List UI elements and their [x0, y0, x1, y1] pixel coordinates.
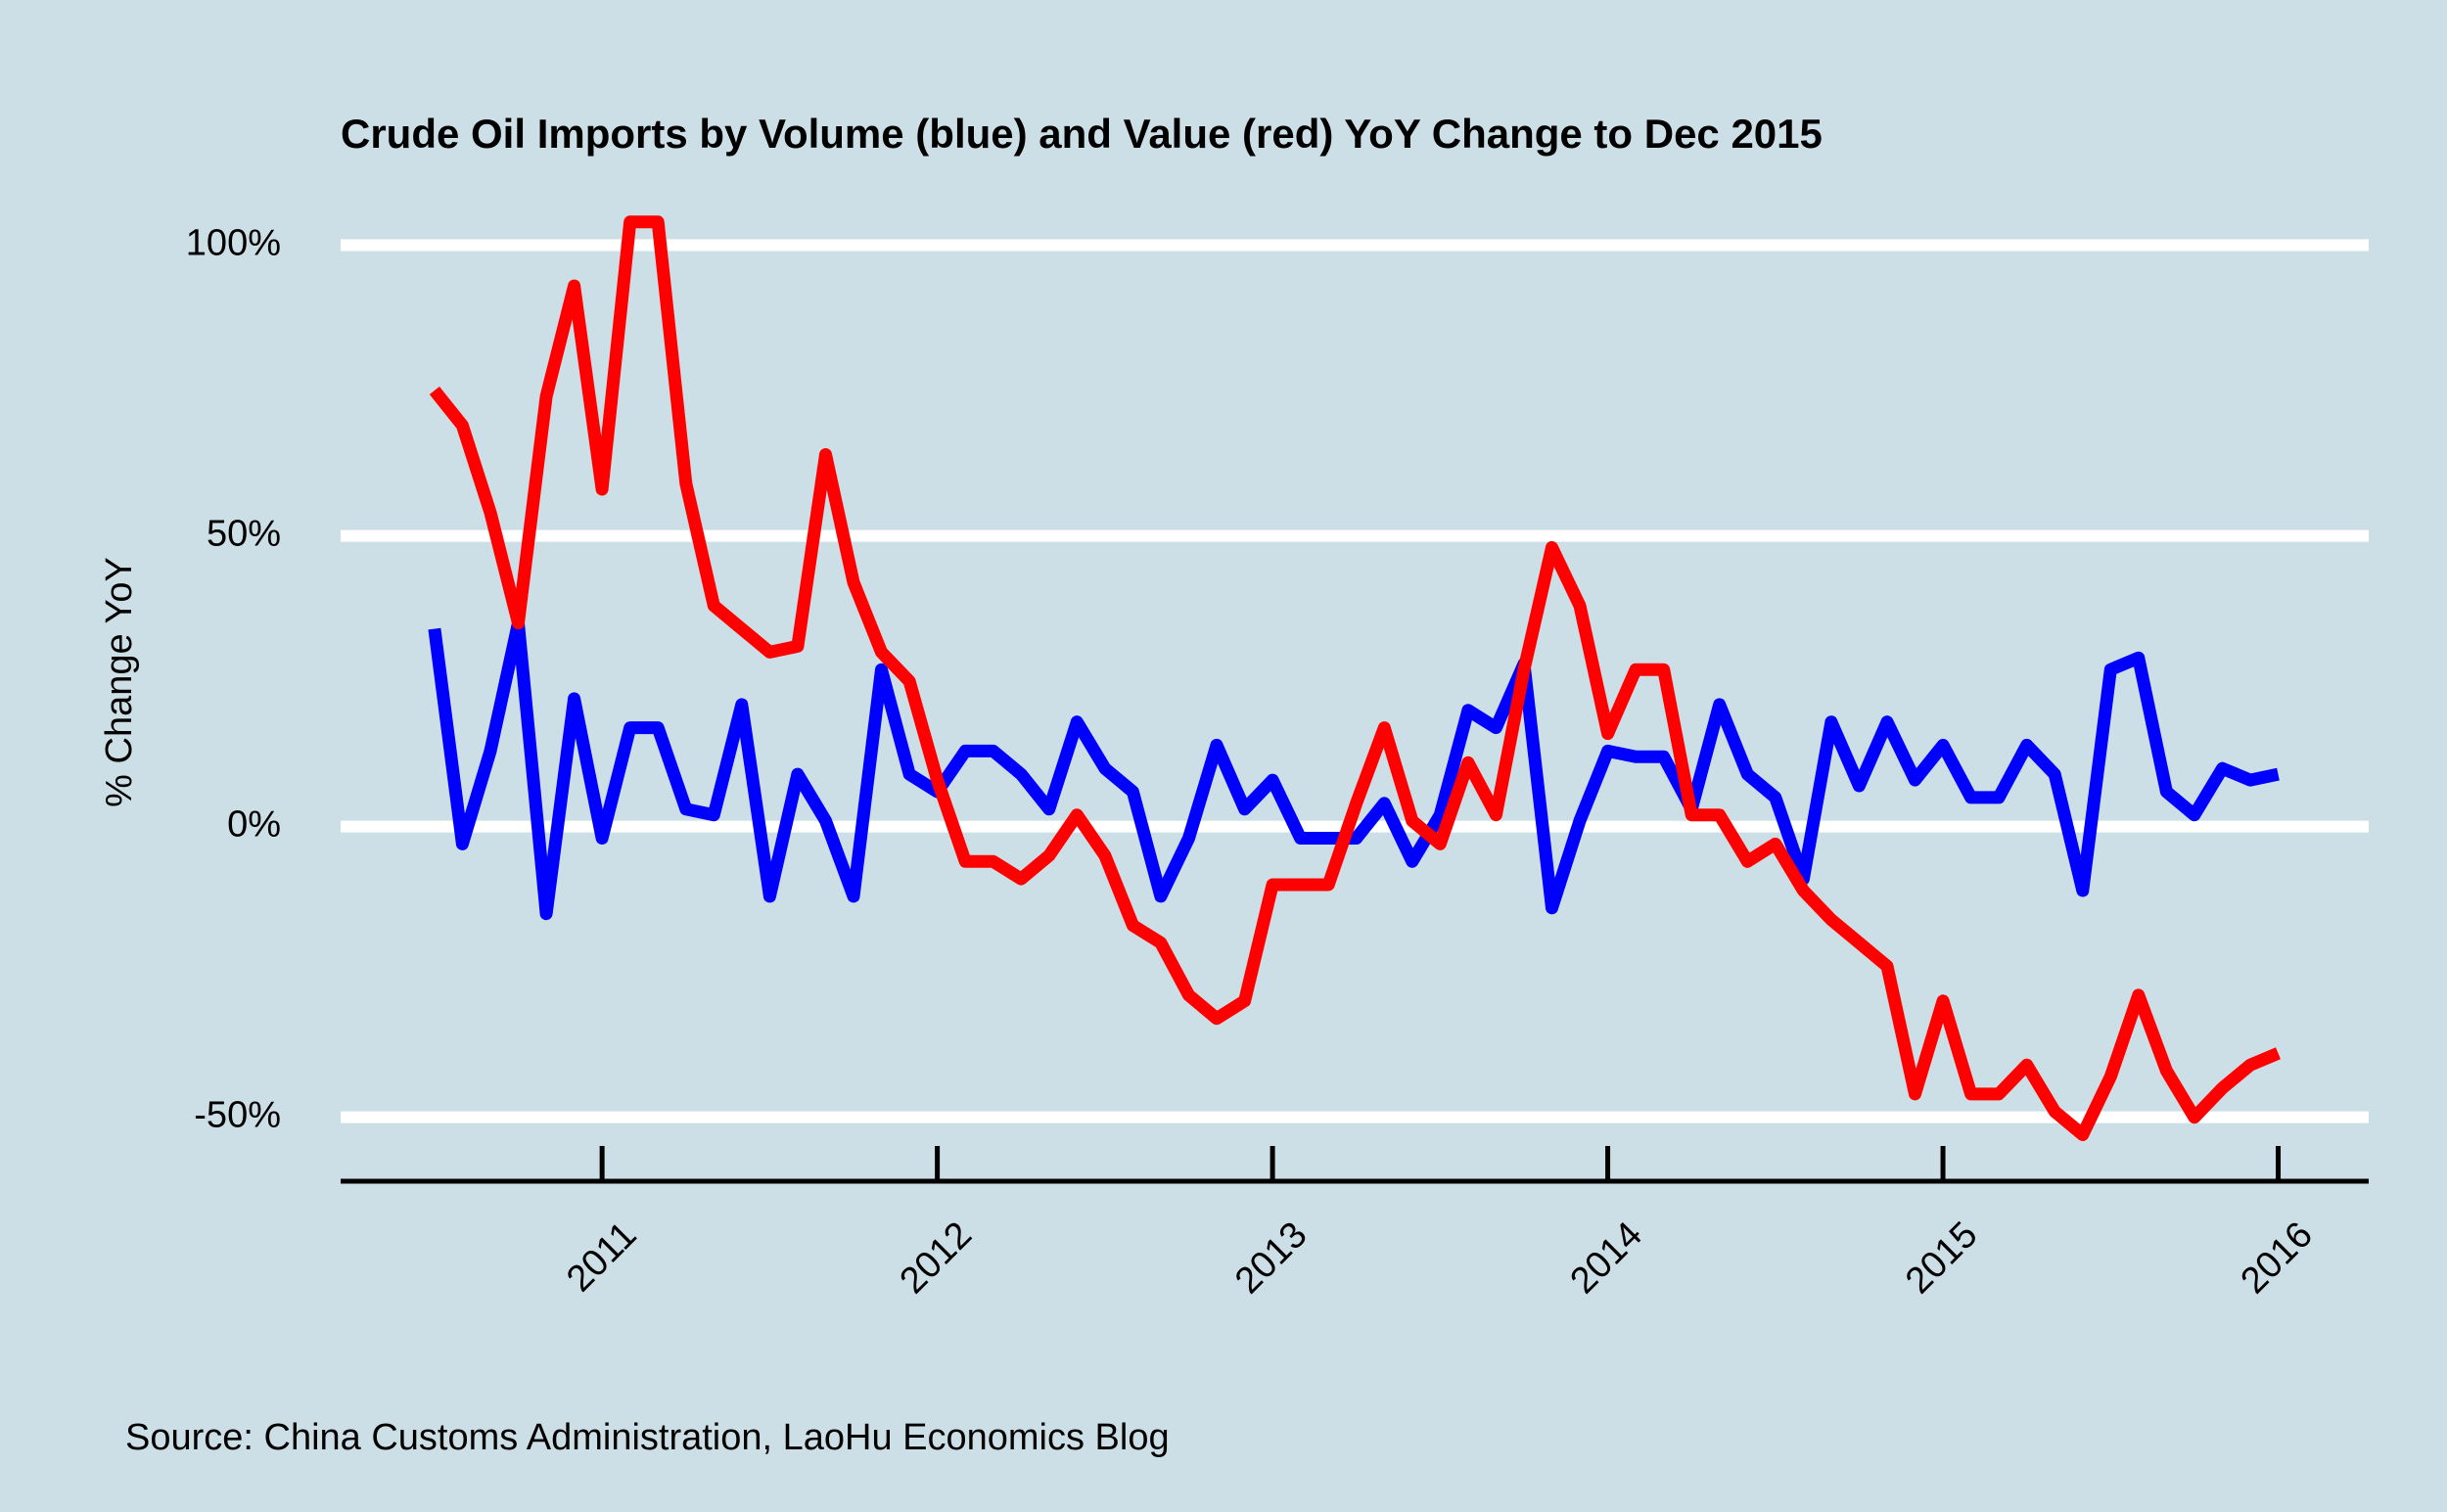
x-tick-label: 2016 — [2234, 1214, 2321, 1302]
data-line — [429, 215, 2282, 1141]
y-axis-label: % Change YoY — [99, 557, 140, 807]
y-tick-label: 100% — [186, 223, 281, 264]
y-tick-label: 0% — [227, 804, 281, 846]
y-tick-label: 50% — [207, 514, 281, 555]
y-tick-label: -50% — [194, 1095, 281, 1136]
x-tick-label: 2015 — [1898, 1214, 1985, 1302]
data-line — [428, 617, 2280, 921]
x-tick-label: 2012 — [893, 1214, 980, 1302]
x-tick-label: 2011 — [559, 1214, 644, 1300]
source-note: Source: China Customs Administration, La… — [125, 1417, 1170, 1458]
x-tick-label: 2013 — [1227, 1214, 1315, 1302]
x-tick-label: 2014 — [1563, 1214, 1650, 1302]
chart-title: Crude Oil Imports by Volume (blue) and V… — [341, 111, 1823, 157]
